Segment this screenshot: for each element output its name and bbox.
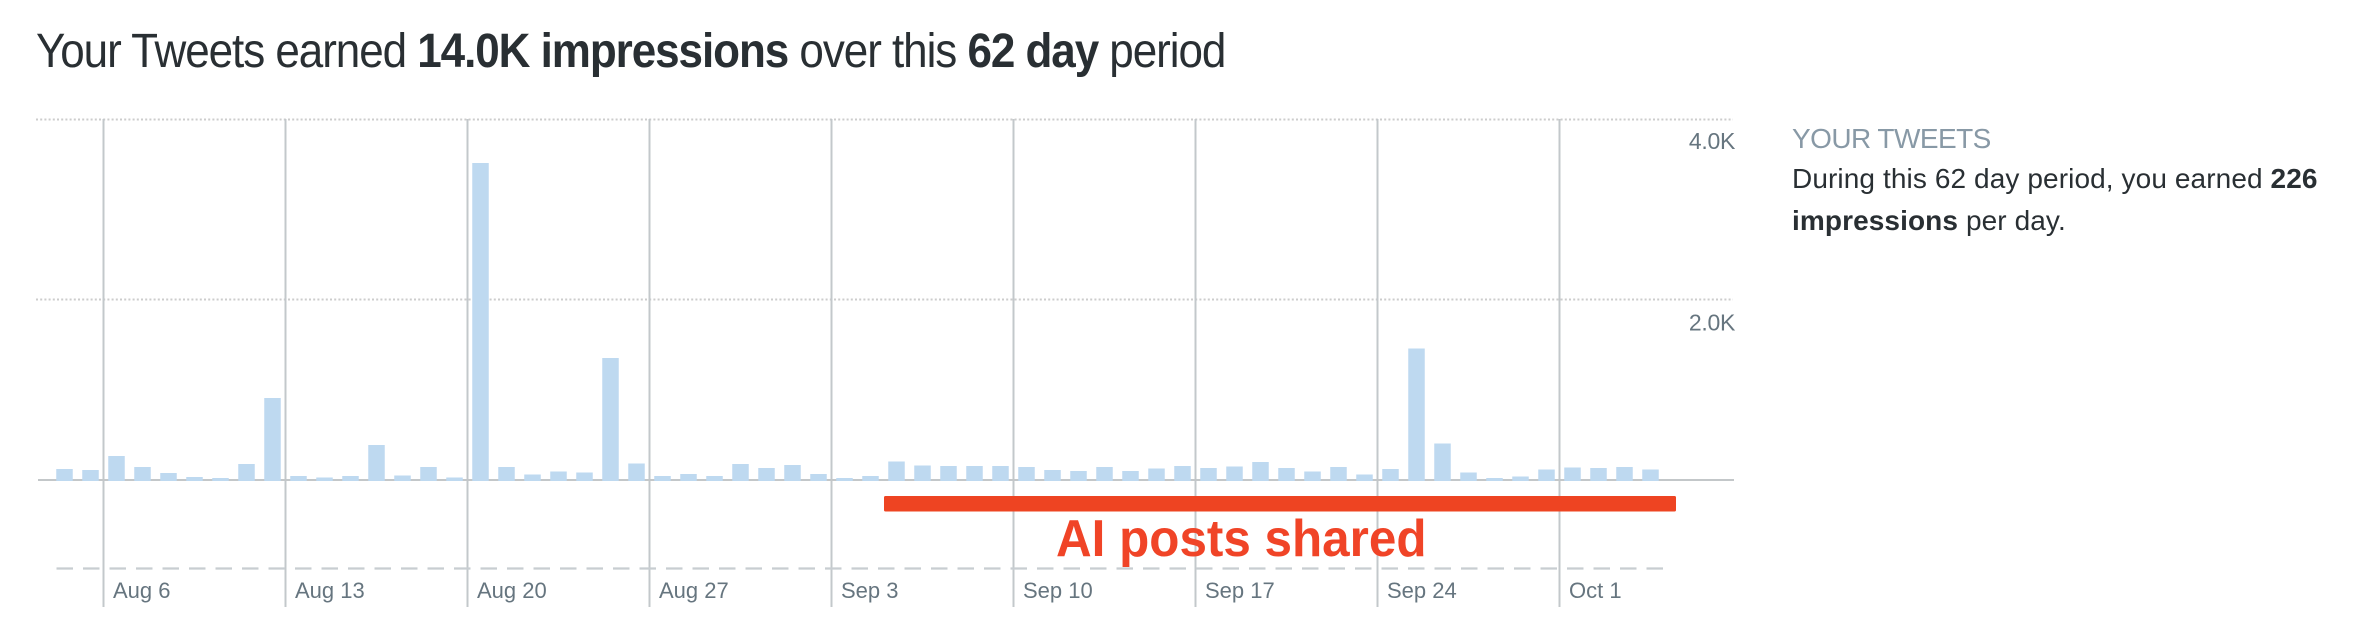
svg-text:Sep 17: Sep 17 — [1205, 578, 1275, 603]
svg-text:Sep 3: Sep 3 — [841, 578, 899, 603]
svg-text:Aug 13: Aug 13 — [295, 578, 365, 603]
svg-text:Aug 20: Aug 20 — [477, 578, 547, 603]
svg-text:Aug 6: Aug 6 — [113, 578, 171, 603]
svg-text:Aug 27: Aug 27 — [659, 578, 729, 603]
svg-text:Oct 1: Oct 1 — [1569, 578, 1622, 603]
svg-text:Sep 24: Sep 24 — [1387, 578, 1457, 603]
svg-text:4.0K: 4.0K — [1689, 128, 1736, 154]
svg-text:Sep 10: Sep 10 — [1023, 578, 1093, 603]
svg-text:2.0K: 2.0K — [1689, 310, 1736, 336]
